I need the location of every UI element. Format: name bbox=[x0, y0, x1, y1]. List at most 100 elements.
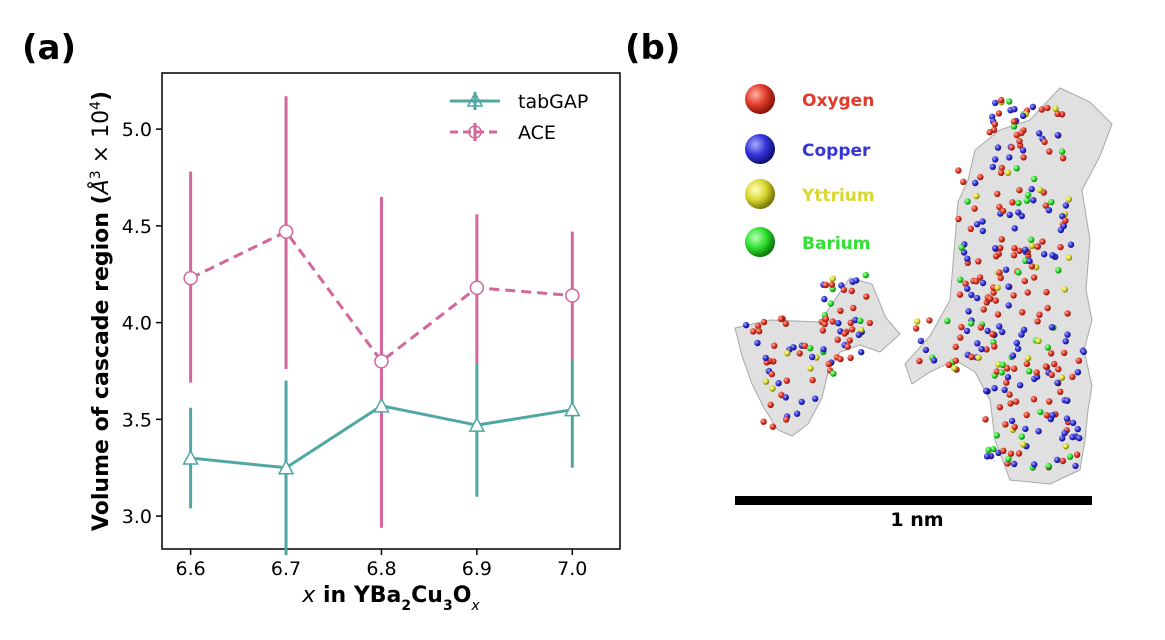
oxygen-atom bbox=[980, 306, 987, 313]
barium-atom bbox=[1066, 453, 1074, 460]
oxygen-atom bbox=[1023, 360, 1031, 367]
oxygen-atom bbox=[825, 360, 832, 368]
yttrium-atom bbox=[807, 365, 814, 372]
copper-atom bbox=[1041, 251, 1048, 258]
oxygen-atom bbox=[955, 215, 962, 223]
oxygen-atom bbox=[1055, 366, 1062, 373]
oxygen-atom bbox=[997, 244, 1004, 252]
oxygen-atom bbox=[829, 318, 836, 325]
copper-atom bbox=[821, 295, 828, 303]
barium-atom bbox=[1015, 269, 1022, 276]
y-axis: 3.0 3.5 4.0 4.5 5.0 bbox=[122, 119, 162, 528]
copper-atom bbox=[979, 279, 987, 287]
copper-atom bbox=[855, 331, 862, 338]
cascade-structure-illustration: Oxygen Copper Yttrium Barium 1 nm bbox=[734, 84, 1113, 531]
oxygen-atom bbox=[1054, 110, 1061, 118]
copper-atom bbox=[989, 163, 996, 171]
oxygen-atom bbox=[1009, 199, 1016, 206]
copper-atom bbox=[1022, 425, 1029, 433]
copper-atom bbox=[992, 245, 999, 252]
data-point bbox=[373, 397, 390, 413]
barium-atom bbox=[807, 345, 814, 352]
copper-atom bbox=[960, 249, 968, 256]
copper-atom bbox=[1049, 412, 1056, 419]
oxygen-atom bbox=[819, 327, 827, 334]
oxygen-atom bbox=[849, 326, 856, 333]
y-tick-label: 4.5 bbox=[122, 216, 152, 238]
copper-atom bbox=[1076, 434, 1083, 442]
oxygen-atom bbox=[822, 281, 830, 289]
copper-atom bbox=[992, 99, 999, 107]
copper-atom bbox=[754, 339, 761, 347]
copper-atom bbox=[1059, 435, 1066, 442]
oxygen-atom bbox=[990, 289, 997, 296]
copper-atom bbox=[1006, 211, 1013, 218]
yttrium-atom bbox=[1035, 337, 1042, 345]
scale-bar bbox=[735, 496, 1092, 505]
oxygen-atom bbox=[783, 416, 790, 423]
copper-atom bbox=[979, 227, 986, 235]
x-tick-label: 6.8 bbox=[366, 558, 396, 580]
copper-atom bbox=[984, 327, 991, 335]
copper-atom bbox=[1059, 213, 1066, 220]
oxygen-atom bbox=[1000, 207, 1007, 215]
oxygen-atom bbox=[1016, 186, 1023, 194]
oxygen-atom bbox=[996, 404, 1004, 411]
oxygen-atom bbox=[1019, 309, 1026, 316]
oxygen-atom bbox=[1046, 398, 1053, 405]
copper-atom bbox=[1016, 382, 1024, 389]
barium-atom bbox=[1055, 267, 1062, 274]
copper-atom bbox=[835, 320, 842, 327]
oxygen-atom bbox=[971, 205, 978, 212]
oxygen-atom bbox=[1059, 457, 1067, 465]
copper-atom bbox=[1045, 207, 1053, 214]
copper-legend-sphere bbox=[745, 134, 775, 164]
oxygen-atom bbox=[996, 269, 1003, 276]
oxygen-atom bbox=[1002, 421, 1009, 428]
scale-bar-label: 1 nm bbox=[890, 509, 943, 531]
yttrium-atom bbox=[914, 318, 921, 325]
panel-b-label: (b) bbox=[625, 28, 681, 68]
oxygen-atom bbox=[926, 317, 933, 324]
copper-atom bbox=[1011, 460, 1018, 468]
oxygen-atom bbox=[1008, 144, 1015, 151]
oxygen-atom bbox=[828, 281, 836, 288]
oxygen-atom bbox=[995, 110, 1003, 117]
data-point bbox=[468, 416, 486, 432]
oxygen-atom bbox=[987, 295, 994, 302]
oxygen-atom bbox=[760, 418, 767, 425]
copper-atom bbox=[995, 449, 1002, 456]
yttrium-atom bbox=[1004, 169, 1012, 176]
oxygen-atom bbox=[850, 304, 857, 312]
oxygen-atom bbox=[1010, 252, 1018, 259]
oxygen-atom bbox=[982, 416, 989, 423]
atoms-layer bbox=[742, 96, 1088, 471]
oxygen-atom bbox=[1013, 131, 1020, 139]
copper-atom bbox=[1013, 339, 1020, 347]
copper-atom bbox=[809, 353, 816, 361]
oxygen-atom bbox=[1011, 423, 1018, 431]
barium-atom bbox=[1015, 199, 1022, 207]
barium-atom bbox=[993, 432, 1000, 439]
oxygen-atom bbox=[968, 353, 975, 361]
copper-atom bbox=[1062, 202, 1070, 209]
copper-atom bbox=[1006, 154, 1013, 161]
oxygen-atom bbox=[1021, 277, 1028, 285]
oxygen-atom bbox=[967, 225, 974, 232]
copper-atom bbox=[983, 387, 990, 394]
oxygen-atom bbox=[1050, 360, 1058, 368]
oxygen-atom bbox=[1007, 450, 1015, 457]
y-axis-title: Volume of cascade region (Å3 × 104) bbox=[87, 91, 114, 531]
copper-atom bbox=[1064, 397, 1071, 404]
oxygen-atom bbox=[952, 343, 959, 351]
barium-atom bbox=[990, 445, 997, 453]
oxygen-atom bbox=[841, 330, 848, 337]
oxygen-atom bbox=[754, 322, 762, 330]
barium-atom bbox=[862, 271, 869, 279]
oxygen-atom bbox=[771, 342, 778, 349]
copper-atom bbox=[963, 327, 971, 335]
copper-atom bbox=[1030, 197, 1037, 204]
barium-atom bbox=[944, 317, 951, 325]
copper-atom bbox=[1035, 428, 1042, 435]
chart-legend: tabGAP ACE bbox=[450, 91, 588, 144]
